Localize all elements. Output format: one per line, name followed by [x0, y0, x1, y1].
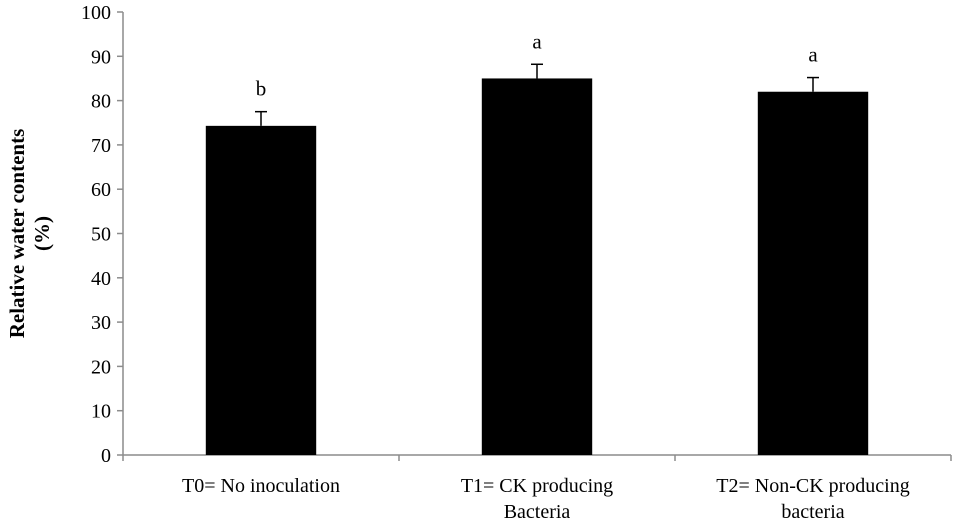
significance-letter: a	[532, 29, 542, 53]
y-tick-label: 60	[91, 179, 111, 201]
significance-letter: b	[256, 77, 267, 101]
y-tick-label: 0	[101, 445, 111, 467]
x-category-label-line: T0= No inoculation	[182, 475, 340, 497]
y-tick-label: 70	[91, 135, 111, 157]
y-tick-label: 90	[91, 46, 111, 68]
y-tick-label: 100	[81, 2, 111, 24]
y-tick-label: 80	[91, 91, 111, 113]
x-category-label: T0= No inoculation	[182, 475, 340, 497]
y-tick-label: 30	[91, 312, 111, 334]
y-tick-label: 50	[91, 224, 111, 246]
y-axis-title-line: (%)	[30, 216, 54, 251]
y-tick-label: 40	[91, 268, 111, 290]
x-category-label: T1= CK producing Bacteria	[461, 475, 613, 523]
y-tick-label: 20	[91, 356, 111, 378]
x-category-label-line: bacteria	[781, 501, 844, 523]
y-axis-title: Relative water contents(%)	[5, 129, 54, 339]
y-tick-label: 10	[91, 401, 111, 423]
x-category-label-line: Bacteria	[504, 501, 571, 523]
y-axis-title-text: Relative water contents(%)	[5, 129, 54, 339]
bar	[205, 125, 317, 455]
y-axis-title-line: Relative water contents	[5, 129, 29, 339]
x-axis: T0= No inoculation T1= CK producing Bacter…	[122, 454, 952, 523]
bar	[481, 78, 593, 455]
x-category-label-line: T1= CK producing	[461, 475, 613, 497]
bar	[757, 91, 869, 456]
x-category-label-line: T2= Non-CK producing	[716, 475, 909, 497]
x-category-label: T2= Non-CK producing bacteria	[716, 475, 909, 523]
bars: b a a	[205, 29, 869, 456]
y-axis: 0 10 20 30 40 50 60 70 80 90 100	[81, 2, 124, 467]
significance-letter: a	[808, 43, 818, 67]
